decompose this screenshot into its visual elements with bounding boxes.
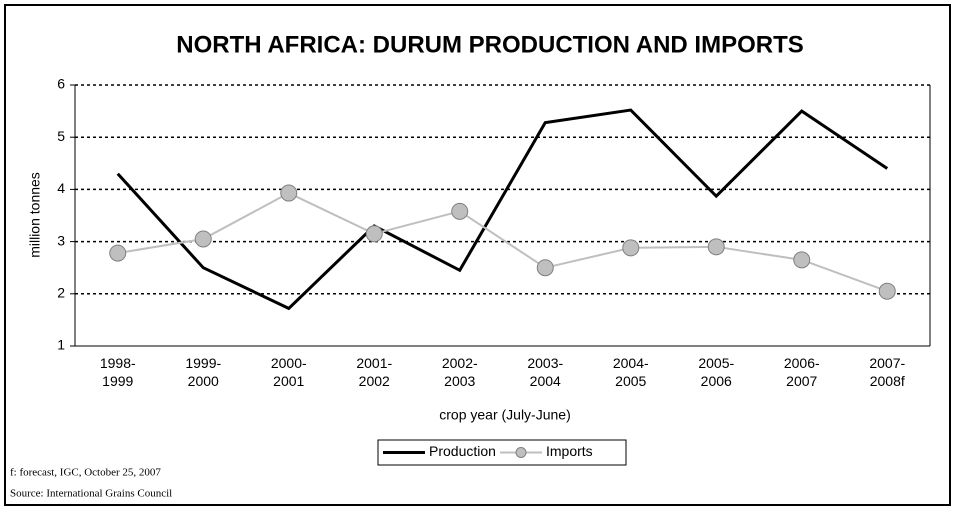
x-tick-label: 2004-2005 <box>612 355 649 389</box>
x-tick-label: 1999-2000 <box>185 355 222 389</box>
data-point <box>109 244 127 262</box>
x-tick-label: 2007-2008f <box>869 355 906 389</box>
data-point <box>878 282 896 300</box>
y-axis-label: million tonnes <box>27 172 43 258</box>
x-tick-label: 2000-2001 <box>270 355 307 389</box>
data-point <box>793 251 811 269</box>
chart-frame <box>4 4 951 506</box>
y-tick-label: 6 <box>57 76 65 92</box>
x-tick-label: 2003-2004 <box>527 355 564 389</box>
x-tick-label: 2001-2002 <box>356 355 393 389</box>
chart-title: NORTH AFRICA: DURUM PRODUCTION AND IMPOR… <box>176 31 804 58</box>
footnote: f: forecast, IGC, October 25, 2007 <box>10 467 161 479</box>
source-note: Source: International Grains Council <box>10 488 172 500</box>
y-tick-label: 3 <box>57 232 65 248</box>
y-tick-label: 4 <box>57 180 65 196</box>
data-point <box>194 230 212 248</box>
y-tick-label: 2 <box>57 285 65 301</box>
data-point <box>622 239 640 257</box>
series-line <box>117 191 888 293</box>
y-tick-label: 1 <box>57 337 65 353</box>
legend-label: Production <box>429 443 496 459</box>
x-tick-label: 2005-2006 <box>698 355 735 389</box>
x-axis-label: crop year (July-June) <box>439 407 571 423</box>
x-tick-label: 2002-2003 <box>441 355 478 389</box>
x-tick-label: 2006-2007 <box>783 355 820 389</box>
x-tick-label: 1998-1999 <box>99 355 136 389</box>
data-point <box>280 184 298 202</box>
data-point <box>707 238 725 256</box>
legend-marker <box>515 447 527 458</box>
legend-label: Imports <box>546 443 593 459</box>
data-point <box>365 225 383 243</box>
data-point <box>536 259 554 277</box>
data-point <box>451 202 469 220</box>
y-tick-label: 5 <box>57 128 65 144</box>
series-line <box>116 108 889 311</box>
